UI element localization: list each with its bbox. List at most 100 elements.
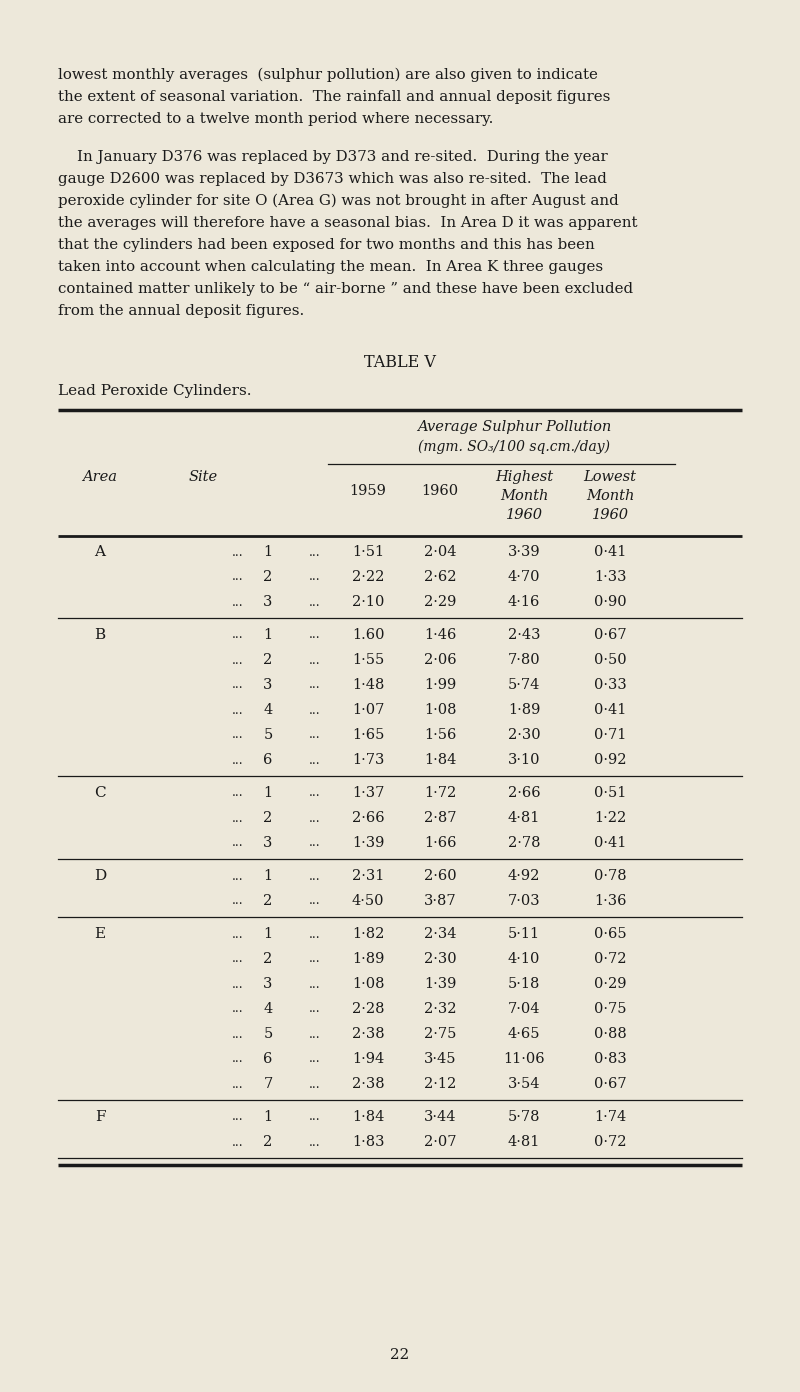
Text: 0·88: 0·88 <box>594 1027 626 1041</box>
Text: 7: 7 <box>263 1077 273 1091</box>
Text: ...: ... <box>309 1111 321 1123</box>
Text: ...: ... <box>232 1002 244 1016</box>
Text: ...: ... <box>309 678 321 692</box>
Text: Average Sulphur Pollution: Average Sulphur Pollution <box>417 420 611 434</box>
Text: 3: 3 <box>263 594 273 610</box>
Text: Area: Area <box>82 470 118 484</box>
Text: gauge D2600 was replaced by D3673 which was also re-sited.  The lead: gauge D2600 was replaced by D3673 which … <box>58 173 607 187</box>
Text: 4·65: 4·65 <box>508 1027 540 1041</box>
Text: 1: 1 <box>263 927 273 941</box>
Text: ...: ... <box>309 1077 321 1090</box>
Text: 2·06: 2·06 <box>424 653 456 667</box>
Text: 2: 2 <box>263 952 273 966</box>
Text: 2·07: 2·07 <box>424 1134 456 1148</box>
Text: 1·89: 1·89 <box>508 703 540 717</box>
Text: 0·41: 0·41 <box>594 837 626 851</box>
Text: ...: ... <box>309 728 321 742</box>
Text: 1·83: 1·83 <box>352 1134 384 1148</box>
Text: 1·48: 1·48 <box>352 678 384 692</box>
Text: (mgm. SO₃/100 sq.cm./day): (mgm. SO₃/100 sq.cm./day) <box>418 440 610 454</box>
Text: D: D <box>94 869 106 883</box>
Text: ...: ... <box>309 927 321 941</box>
Text: ...: ... <box>232 927 244 941</box>
Text: 1·08: 1·08 <box>424 703 456 717</box>
Text: ...: ... <box>309 571 321 583</box>
Text: ...: ... <box>232 571 244 583</box>
Text: 1·22: 1·22 <box>594 812 626 825</box>
Text: 2·66: 2·66 <box>352 812 384 825</box>
Text: the extent of seasonal variation.  The rainfall and annual deposit figures: the extent of seasonal variation. The ra… <box>58 90 610 104</box>
Text: 1·82: 1·82 <box>352 927 384 941</box>
Text: are corrected to a twelve month period where necessary.: are corrected to a twelve month period w… <box>58 111 494 127</box>
Text: 4·16: 4·16 <box>508 594 540 610</box>
Text: the averages will therefore have a seasonal bias.  In Area D it was apparent: the averages will therefore have a seaso… <box>58 216 638 230</box>
Text: 2·62: 2·62 <box>424 569 456 585</box>
Text: 2·78: 2·78 <box>508 837 540 851</box>
Text: 4·70: 4·70 <box>508 569 540 585</box>
Text: 1: 1 <box>263 1109 273 1123</box>
Text: 5: 5 <box>263 728 273 742</box>
Text: ...: ... <box>232 678 244 692</box>
Text: 0·72: 0·72 <box>594 1134 626 1148</box>
Text: ...: ... <box>309 895 321 908</box>
Text: 2·12: 2·12 <box>424 1077 456 1091</box>
Text: 1·46: 1·46 <box>424 628 456 642</box>
Text: ...: ... <box>309 753 321 767</box>
Text: from the annual deposit figures.: from the annual deposit figures. <box>58 303 304 317</box>
Text: 0·92: 0·92 <box>594 753 626 767</box>
Text: 3·44: 3·44 <box>424 1109 456 1123</box>
Text: 3: 3 <box>263 977 273 991</box>
Text: 5·74: 5·74 <box>508 678 540 692</box>
Text: 0·50: 0·50 <box>594 653 626 667</box>
Text: 2·75: 2·75 <box>424 1027 456 1041</box>
Text: 2·30: 2·30 <box>508 728 540 742</box>
Text: TABLE V: TABLE V <box>364 354 436 372</box>
Text: 0·41: 0·41 <box>594 546 626 560</box>
Text: 0·29: 0·29 <box>594 977 626 991</box>
Text: ...: ... <box>232 812 244 824</box>
Text: 6: 6 <box>263 1052 273 1066</box>
Text: ...: ... <box>309 870 321 883</box>
Text: 2: 2 <box>263 894 273 908</box>
Text: 1·56: 1·56 <box>424 728 456 742</box>
Text: 1: 1 <box>263 628 273 642</box>
Text: 1·84: 1·84 <box>424 753 456 767</box>
Text: Highest: Highest <box>495 470 553 484</box>
Text: 6: 6 <box>263 753 273 767</box>
Text: 7·03: 7·03 <box>508 894 540 908</box>
Text: 2·87: 2·87 <box>424 812 456 825</box>
Text: ...: ... <box>309 653 321 667</box>
Text: taken into account when calculating the mean.  In Area K three gauges: taken into account when calculating the … <box>58 260 603 274</box>
Text: 1·08: 1·08 <box>352 977 384 991</box>
Text: F: F <box>94 1109 106 1123</box>
Text: ...: ... <box>309 546 321 558</box>
Text: 1960: 1960 <box>422 484 458 498</box>
Text: 1·89: 1·89 <box>352 952 384 966</box>
Text: 1·39: 1·39 <box>352 837 384 851</box>
Text: 1: 1 <box>263 546 273 560</box>
Text: 5: 5 <box>263 1027 273 1041</box>
Text: 2·60: 2·60 <box>424 869 456 883</box>
Text: ...: ... <box>232 1052 244 1065</box>
Text: ...: ... <box>309 703 321 717</box>
Text: 4: 4 <box>263 703 273 717</box>
Text: 5·11: 5·11 <box>508 927 540 941</box>
Text: Lead Peroxide Cylinders.: Lead Peroxide Cylinders. <box>58 384 251 398</box>
Text: 1·73: 1·73 <box>352 753 384 767</box>
Text: 0·33: 0·33 <box>594 678 626 692</box>
Text: ...: ... <box>232 703 244 717</box>
Text: ...: ... <box>309 812 321 824</box>
Text: 7·04: 7·04 <box>508 1002 540 1016</box>
Text: contained matter unlikely to be “ air-borne ” and these have been excluded: contained matter unlikely to be “ air-bo… <box>58 283 633 296</box>
Text: 1·39: 1·39 <box>424 977 456 991</box>
Text: ...: ... <box>232 753 244 767</box>
Text: ...: ... <box>309 977 321 991</box>
Text: C: C <box>94 786 106 800</box>
Text: 1960: 1960 <box>591 508 629 522</box>
Text: ...: ... <box>232 786 244 799</box>
Text: ...: ... <box>232 837 244 849</box>
Text: 4·81: 4·81 <box>508 1134 540 1148</box>
Text: 2·29: 2·29 <box>424 594 456 610</box>
Text: 0·67: 0·67 <box>594 1077 626 1091</box>
Text: 1960: 1960 <box>506 508 542 522</box>
